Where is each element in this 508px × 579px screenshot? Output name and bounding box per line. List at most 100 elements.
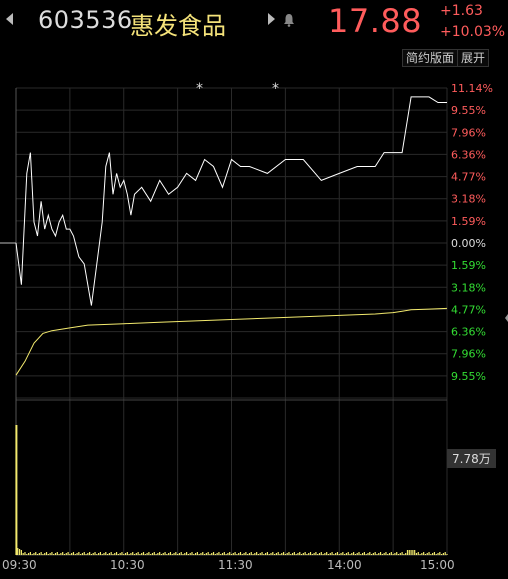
volume-bar — [369, 552, 371, 555]
bell-icon[interactable] — [283, 13, 295, 27]
volume-bar — [135, 553, 137, 555]
volume-bar — [124, 553, 127, 555]
volume-bar — [430, 554, 432, 555]
volume-bar — [259, 553, 261, 555]
volume-bar — [89, 552, 91, 555]
volume-bar — [295, 554, 297, 555]
volume-bar — [272, 552, 274, 555]
volume-bar — [238, 553, 240, 555]
volume-bar — [338, 554, 340, 555]
brief-layout-button[interactable]: 简约版面 — [402, 49, 459, 67]
average-price-line — [15, 307, 448, 376]
volume-bar — [383, 553, 385, 555]
volume-bar — [442, 553, 445, 555]
volume-bar — [58, 554, 60, 555]
volume-bar — [106, 554, 109, 555]
y-axis-label: 3.18% — [451, 281, 486, 294]
volume-bar — [157, 553, 159, 555]
volume-bar — [379, 552, 382, 555]
volume-bar — [229, 552, 231, 555]
event-marker[interactable]: * — [272, 81, 279, 97]
volume-bar — [177, 554, 179, 555]
volume-bar — [159, 552, 161, 555]
volume-bar — [110, 552, 112, 555]
volume-bar — [53, 554, 55, 555]
volume-bar — [132, 552, 134, 555]
volume-bar — [345, 553, 348, 555]
volume-bar — [322, 554, 324, 555]
chart-lines — [15, 96, 448, 376]
volume-bar — [49, 553, 51, 555]
volume-bar — [268, 554, 270, 555]
volume-bar — [361, 553, 364, 555]
intraday-chart: 11.14% 9.55% 7.96% 6.36% 4.77% 3.18% 1.59% 0.00… — [0, 81, 508, 556]
volume-bar — [297, 553, 299, 555]
volume-bar — [370, 554, 373, 555]
y-axis-label: 7.96% — [451, 126, 486, 139]
volume-bar — [171, 554, 173, 555]
stock-name: 惠发食品 — [130, 12, 226, 40]
volume-bar — [308, 553, 310, 555]
volume-bar — [20, 550, 22, 555]
volume-bar — [169, 552, 172, 555]
volume-bar — [306, 554, 308, 555]
volume-bar — [439, 552, 441, 555]
expand-button[interactable]: 展开 — [457, 49, 490, 67]
volume-bar — [168, 553, 170, 555]
volume-bar — [98, 553, 100, 555]
volume-bar — [317, 554, 319, 555]
volume-bar — [83, 552, 85, 555]
volume-bar — [363, 552, 365, 555]
volume-bar — [365, 554, 367, 555]
volume-bar — [344, 554, 346, 555]
volume-bar — [381, 554, 383, 555]
volume-bar — [412, 550, 414, 555]
volume-bar — [187, 554, 189, 555]
y-axis-label: 3.18% — [451, 193, 486, 206]
volume-bar — [65, 553, 67, 555]
y-axis-label: 4.77% — [451, 171, 486, 184]
volume-bar — [414, 550, 416, 555]
volume-bar — [155, 554, 157, 555]
volume-bar — [189, 553, 191, 555]
y-axis-label: 6.36% — [451, 326, 486, 339]
event-marker[interactable]: * — [196, 81, 203, 97]
volume-bar — [18, 549, 21, 555]
volume-label-box — [447, 449, 496, 468]
volume-bar — [318, 553, 321, 555]
volume-bar — [279, 554, 281, 555]
volume-bar — [388, 553, 391, 555]
volume-bar — [162, 553, 164, 555]
volume-bar — [141, 553, 143, 555]
next-stock-arrow-icon[interactable] — [268, 13, 275, 25]
volume-bar — [173, 553, 175, 555]
volume-bar — [254, 553, 256, 555]
volume-bar — [261, 552, 263, 555]
volume-bar — [300, 554, 303, 555]
volume-bar — [80, 554, 82, 555]
volume-bar — [144, 554, 146, 555]
volume-bar — [101, 554, 103, 555]
volume-bar — [15, 425, 18, 555]
volume-bar — [69, 554, 71, 555]
volume-bar — [35, 552, 37, 555]
volume-bar — [331, 552, 333, 555]
volume-bar — [406, 550, 409, 555]
volume-bar — [250, 552, 252, 555]
volume-bar — [405, 553, 407, 555]
stock-code: 603536 — [38, 6, 133, 34]
volume-bar — [236, 554, 238, 555]
volume-bar — [216, 553, 218, 555]
volume-bar — [71, 553, 73, 555]
volume-bar — [374, 552, 376, 555]
volume-bar — [286, 553, 288, 555]
y-axis-label: 9.55% — [451, 370, 486, 383]
volume-bar — [209, 554, 211, 555]
prev-stock-arrow-icon[interactable] — [6, 13, 13, 25]
time-label: 09:30 — [2, 558, 37, 572]
y-axis-label: 9.55% — [451, 104, 486, 117]
volume-bar — [342, 552, 344, 555]
volume-bar — [182, 554, 184, 555]
volume-bar — [288, 552, 290, 555]
volume-bar — [126, 552, 128, 555]
